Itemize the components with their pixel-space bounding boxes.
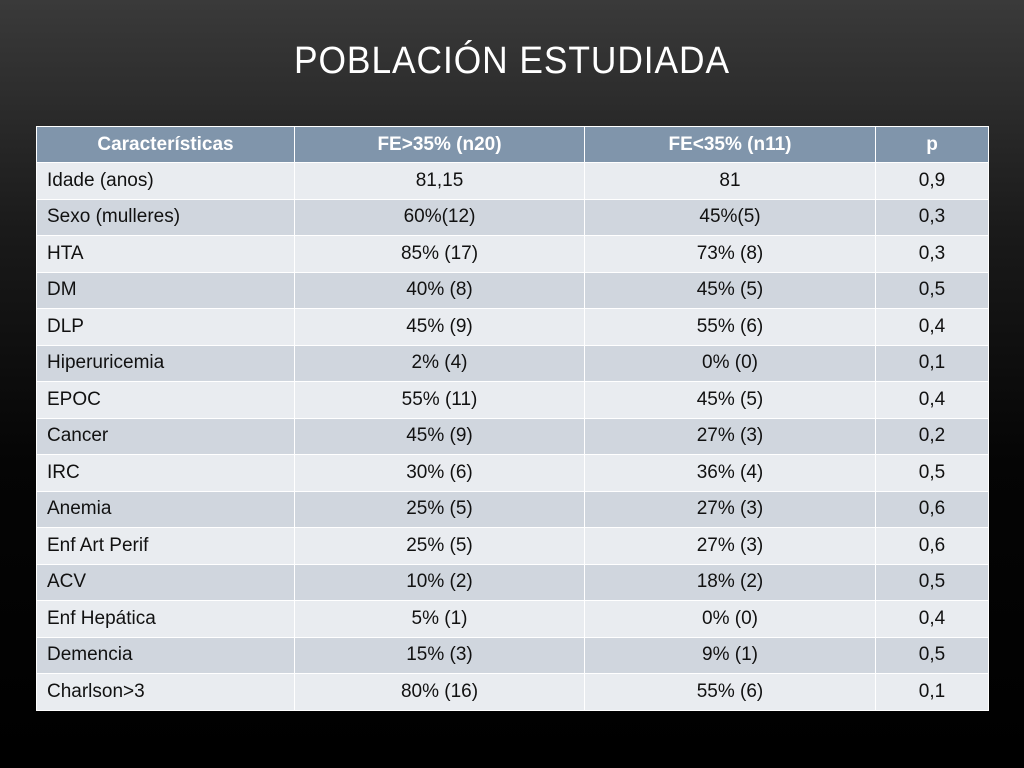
fe-gt-35-cell: 5% (1) [294, 600, 585, 638]
fe-gt-35-cell: 10% (2) [294, 563, 585, 601]
fe-lt-35-cell: 81 [584, 162, 876, 200]
fe-lt-35-cell: 45% (5) [584, 381, 876, 419]
row-label: Idade (anos) [36, 162, 295, 200]
fe-gt-35-cell: 45% (9) [294, 308, 585, 346]
fe-lt-35-cell: 0% (0) [584, 344, 876, 382]
fe-gt-35-cell: 85% (17) [294, 235, 585, 273]
fe-gt-35-cell: 25% (5) [294, 527, 585, 565]
slide-title: POBLACIÓN ESTUDIADA [294, 40, 730, 82]
header-p: p [875, 126, 989, 163]
table-header-row: Características FE>35% (n20) FE<35% (n11… [36, 126, 989, 163]
table-row: HTA 85% (17) 73% (8) 0,3 [36, 235, 989, 273]
table-row: Idade (anos) 81,15 81 0,9 [36, 162, 989, 200]
table-row: DLP 45% (9) 55% (6) 0,4 [36, 308, 989, 346]
row-label: Enf Art Perif [36, 527, 295, 565]
table-row: Charlson>3 80% (16) 55% (6) 0,1 [36, 673, 989, 711]
table-row: IRC 30% (6) 36% (4) 0,5 [36, 454, 989, 492]
fe-lt-35-cell: 9% (1) [584, 636, 876, 674]
fe-lt-35-cell: 27% (3) [584, 490, 876, 528]
p-value-cell: 0,5 [875, 636, 989, 674]
fe-gt-35-cell: 15% (3) [294, 636, 585, 674]
p-value-cell: 0,1 [875, 344, 989, 382]
p-value-cell: 0,5 [875, 454, 989, 492]
row-label: Charlson>3 [36, 673, 295, 711]
table-row: ACV 10% (2) 18% (2) 0,5 [36, 563, 989, 601]
row-label: DLP [36, 308, 295, 346]
table-row: Demencia 15% (3) 9% (1) 0,5 [36, 636, 989, 674]
fe-lt-35-cell: 18% (2) [584, 563, 876, 601]
header-fe-lt-35: FE<35% (n11) [584, 126, 876, 163]
fe-lt-35-cell: 36% (4) [584, 454, 876, 492]
fe-gt-35-cell: 81,15 [294, 162, 585, 200]
table-row: Anemia 25% (5) 27% (3) 0,6 [36, 490, 989, 528]
fe-gt-35-cell: 40% (8) [294, 271, 585, 309]
data-table: Características FE>35% (n20) FE<35% (n11… [36, 126, 989, 711]
p-value-cell: 0,5 [875, 563, 989, 601]
fe-lt-35-cell: 55% (6) [584, 673, 876, 711]
p-value-cell: 0,4 [875, 308, 989, 346]
p-value-cell: 0,6 [875, 490, 989, 528]
fe-gt-35-cell: 25% (5) [294, 490, 585, 528]
fe-lt-35-cell: 27% (3) [584, 417, 876, 455]
row-label: Hiperuricemia [36, 344, 295, 382]
p-value-cell: 0,5 [875, 271, 989, 309]
p-value-cell: 0,6 [875, 527, 989, 565]
fe-lt-35-cell: 45%(5) [584, 198, 876, 236]
row-label: HTA [36, 235, 295, 273]
fe-lt-35-cell: 73% (8) [584, 235, 876, 273]
row-label: EPOC [36, 381, 295, 419]
row-label: Enf Hepática [36, 600, 295, 638]
fe-gt-35-cell: 60%(12) [294, 198, 585, 236]
table-row: Hiperuricemia 2% (4) 0% (0) 0,1 [36, 344, 989, 382]
row-label: Sexo (mulleres) [36, 198, 295, 236]
header-caracteristicas: Características [36, 126, 295, 163]
p-value-cell: 0,3 [875, 198, 989, 236]
fe-lt-35-cell: 55% (6) [584, 308, 876, 346]
fe-lt-35-cell: 27% (3) [584, 527, 876, 565]
p-value-cell: 0,3 [875, 235, 989, 273]
table-row: Cancer 45% (9) 27% (3) 0,2 [36, 417, 989, 455]
fe-gt-35-cell: 45% (9) [294, 417, 585, 455]
table-row: DM 40% (8) 45% (5) 0,5 [36, 271, 989, 309]
row-label: ACV [36, 563, 295, 601]
fe-gt-35-cell: 80% (16) [294, 673, 585, 711]
row-label: Cancer [36, 417, 295, 455]
p-value-cell: 0,9 [875, 162, 989, 200]
table-row: Enf Hepática 5% (1) 0% (0) 0,4 [36, 600, 989, 638]
row-label: Anemia [36, 490, 295, 528]
fe-gt-35-cell: 2% (4) [294, 344, 585, 382]
p-value-cell: 0,1 [875, 673, 989, 711]
table-row: Enf Art Perif 25% (5) 27% (3) 0,6 [36, 527, 989, 565]
p-value-cell: 0,4 [875, 600, 989, 638]
table-row: Sexo (mulleres) 60%(12) 45%(5) 0,3 [36, 198, 989, 236]
fe-lt-35-cell: 45% (5) [584, 271, 876, 309]
header-fe-gt-35: FE>35% (n20) [294, 126, 585, 163]
row-label: DM [36, 271, 295, 309]
p-value-cell: 0,2 [875, 417, 989, 455]
fe-lt-35-cell: 0% (0) [584, 600, 876, 638]
p-value-cell: 0,4 [875, 381, 989, 419]
fe-gt-35-cell: 55% (11) [294, 381, 585, 419]
table-row: EPOC 55% (11) 45% (5) 0,4 [36, 381, 989, 419]
fe-gt-35-cell: 30% (6) [294, 454, 585, 492]
row-label: Demencia [36, 636, 295, 674]
row-label: IRC [36, 454, 295, 492]
